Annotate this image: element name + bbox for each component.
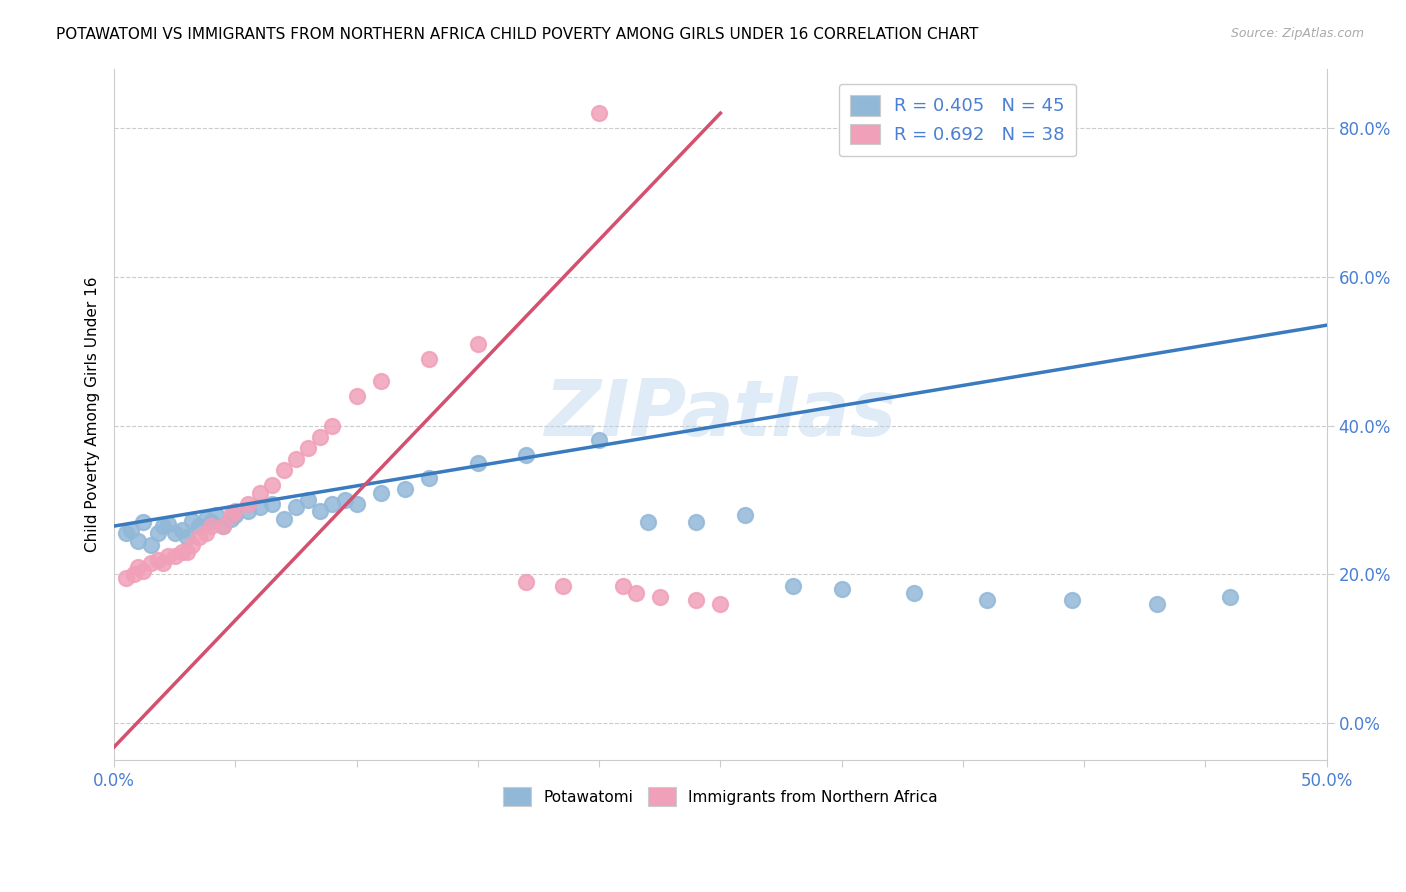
Point xyxy=(637,516,659,530)
Point xyxy=(152,556,174,570)
Point xyxy=(782,578,804,592)
Point xyxy=(418,471,440,485)
Point xyxy=(370,374,392,388)
Point xyxy=(249,485,271,500)
Point xyxy=(321,497,343,511)
Point xyxy=(1219,590,1241,604)
Point xyxy=(236,497,259,511)
Point xyxy=(285,452,308,467)
Point xyxy=(309,430,332,444)
Point xyxy=(139,556,162,570)
Point xyxy=(224,508,246,522)
Text: POTAWATOMI VS IMMIGRANTS FROM NORTHERN AFRICA CHILD POVERTY AMONG GIRLS UNDER 16: POTAWATOMI VS IMMIGRANTS FROM NORTHERN A… xyxy=(56,27,979,42)
Point xyxy=(588,434,610,448)
Point xyxy=(346,389,368,403)
Point xyxy=(195,526,218,541)
Point xyxy=(515,574,537,589)
Point xyxy=(236,504,259,518)
Point xyxy=(418,351,440,366)
Point xyxy=(115,526,138,541)
Point xyxy=(180,514,202,528)
Point xyxy=(709,597,731,611)
Point xyxy=(976,593,998,607)
Point xyxy=(249,500,271,515)
Point xyxy=(309,504,332,518)
Point xyxy=(172,523,194,537)
Point xyxy=(156,516,179,531)
Point xyxy=(467,336,489,351)
Y-axis label: Child Poverty Among Girls Under 16: Child Poverty Among Girls Under 16 xyxy=(86,277,100,552)
Point xyxy=(515,449,537,463)
Point xyxy=(200,516,222,530)
Point xyxy=(394,482,416,496)
Point xyxy=(551,578,574,592)
Point xyxy=(624,586,647,600)
Point xyxy=(188,530,211,544)
Point xyxy=(212,519,235,533)
Point xyxy=(132,516,155,530)
Point xyxy=(127,560,149,574)
Point xyxy=(163,549,186,563)
Point xyxy=(132,564,155,578)
Point xyxy=(260,497,283,511)
Point xyxy=(188,519,211,533)
Point xyxy=(176,545,198,559)
Point xyxy=(370,485,392,500)
Legend: Potawatomi, Immigrants from Northern Africa: Potawatomi, Immigrants from Northern Afr… xyxy=(494,778,946,815)
Point xyxy=(1146,597,1168,611)
Point xyxy=(195,511,218,525)
Point xyxy=(212,519,235,533)
Text: Source: ZipAtlas.com: Source: ZipAtlas.com xyxy=(1230,27,1364,40)
Point xyxy=(219,511,242,525)
Point xyxy=(115,571,138,585)
Point xyxy=(163,526,186,541)
Point xyxy=(219,508,242,522)
Point xyxy=(172,545,194,559)
Text: ZIPatlas: ZIPatlas xyxy=(544,376,897,452)
Point xyxy=(1060,593,1083,607)
Point xyxy=(333,493,356,508)
Point xyxy=(127,533,149,548)
Point xyxy=(612,578,634,592)
Point xyxy=(200,519,222,533)
Point xyxy=(146,552,169,566)
Point xyxy=(734,508,756,522)
Point xyxy=(588,106,610,120)
Point xyxy=(260,478,283,492)
Point xyxy=(321,418,343,433)
Point xyxy=(285,500,308,515)
Point xyxy=(297,493,319,508)
Point xyxy=(467,456,489,470)
Point xyxy=(297,441,319,455)
Point xyxy=(685,593,707,607)
Point xyxy=(205,508,228,522)
Point xyxy=(831,582,853,597)
Point xyxy=(180,538,202,552)
Point xyxy=(648,590,671,604)
Point xyxy=(120,523,142,537)
Point xyxy=(273,511,295,525)
Point xyxy=(685,516,707,530)
Point xyxy=(152,519,174,533)
Point xyxy=(122,567,145,582)
Point xyxy=(346,497,368,511)
Point xyxy=(176,530,198,544)
Point xyxy=(224,504,246,518)
Point xyxy=(156,549,179,563)
Point xyxy=(139,538,162,552)
Point xyxy=(273,463,295,477)
Point xyxy=(903,586,925,600)
Point xyxy=(146,526,169,541)
